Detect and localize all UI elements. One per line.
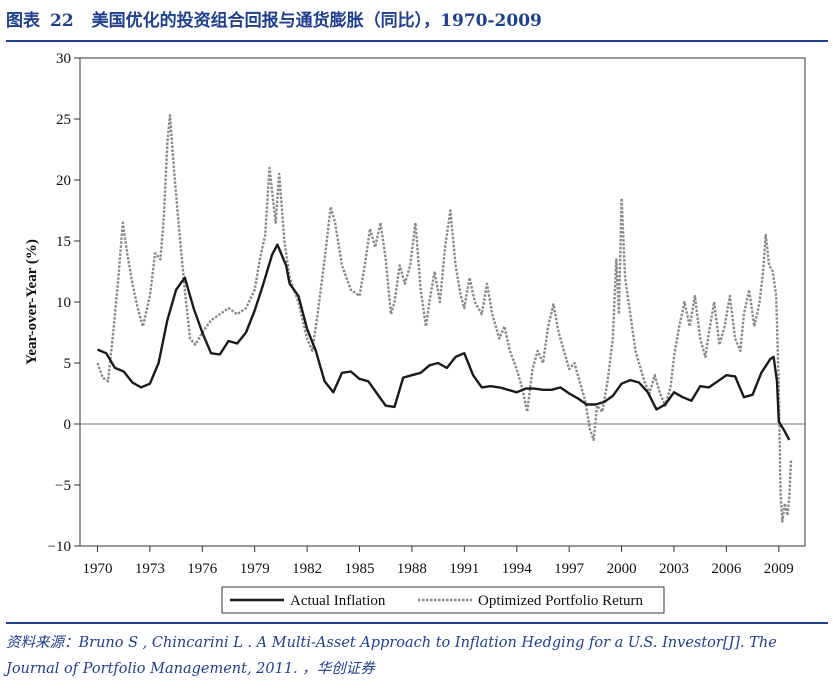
y-tick-label: 30 bbox=[56, 51, 71, 67]
y-tick-label: 25 bbox=[56, 112, 71, 128]
x-tick-label: 2009 bbox=[764, 561, 794, 577]
series-line-optimized-portfolio-return bbox=[96, 114, 793, 523]
legend-label-actual-inflation: Actual Inflation bbox=[290, 593, 386, 609]
y-tick-label: −5 bbox=[55, 478, 71, 494]
y-tick-label: 10 bbox=[56, 295, 71, 311]
y-tick-label: −10 bbox=[48, 539, 71, 555]
line-chart: −10 −5 0 5 10 15 20 25 30 1970 1973 1976 1979 1982 198… bbox=[24, 51, 806, 614]
source-note: 资料来源：Bruno S , Chincarini L . A Multi-As… bbox=[6, 622, 828, 682]
y-tick-label: 0 bbox=[64, 417, 72, 433]
legend-label-optimized-portfolio-return: Optimized Portfolio Return bbox=[478, 593, 643, 609]
x-tick-label: 1976 bbox=[187, 561, 218, 577]
x-tick-label: 1973 bbox=[135, 561, 165, 577]
y-tick-label: 15 bbox=[56, 234, 71, 250]
x-tick-label: 1991 bbox=[449, 561, 479, 577]
x-tick-label: 2003 bbox=[659, 561, 689, 577]
x-tick-label: 1994 bbox=[502, 561, 533, 577]
series-line-actual-inflation bbox=[97, 243, 791, 441]
y-axis-label: Year-over-Year (%) bbox=[24, 239, 40, 365]
figure-number: 22 bbox=[50, 11, 74, 31]
y-tick-label: 5 bbox=[64, 356, 72, 372]
y-tick-label: 20 bbox=[56, 173, 71, 189]
x-tick-label: 1988 bbox=[397, 561, 427, 577]
x-tick-label: 1970 bbox=[82, 561, 112, 577]
legend-box bbox=[221, 586, 665, 614]
figure-title: 美国优化的投资组合回报与通货膨胀（同比），1970-2009 bbox=[91, 11, 542, 31]
x-tick-label: 1985 bbox=[345, 561, 375, 577]
x-tick-label: 2006 bbox=[711, 561, 742, 577]
x-tick-label: 2000 bbox=[607, 561, 637, 577]
chart-title: 图表 22 美国优化的投资组合回报与通货膨胀（同比），1970-2009 bbox=[6, 6, 828, 42]
x-tick-label: 1979 bbox=[240, 561, 270, 577]
figure-label: 图表 bbox=[6, 11, 40, 31]
x-tick-label: 1997 bbox=[554, 561, 585, 577]
x-tick-label: 1982 bbox=[292, 561, 322, 577]
